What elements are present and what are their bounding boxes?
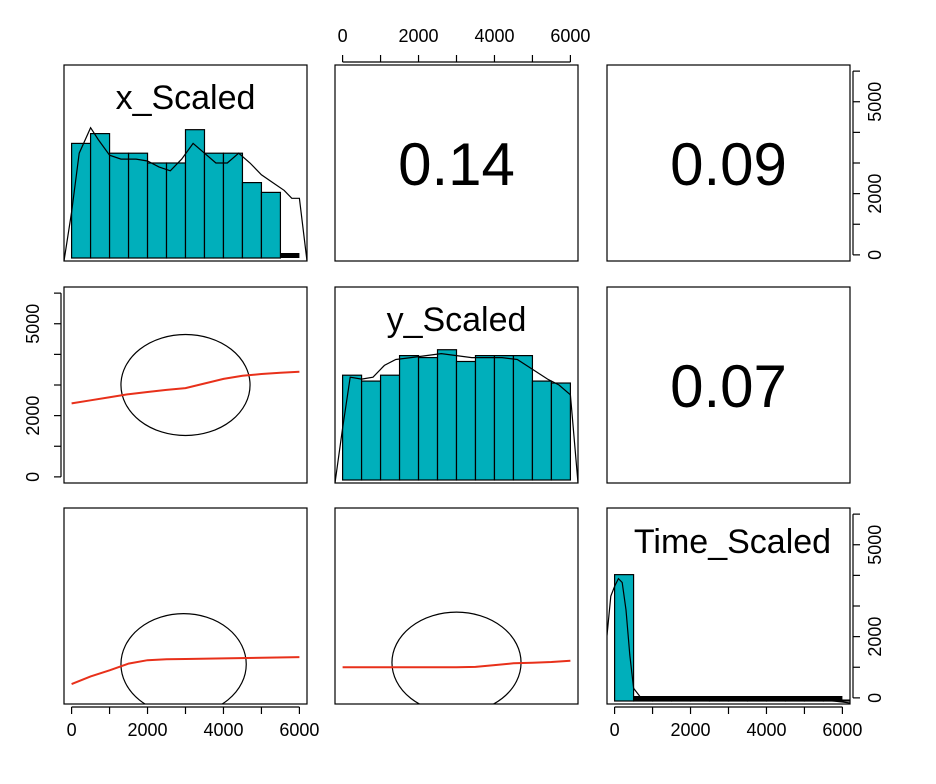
hist-bar-Time_Scaled-12 xyxy=(841,699,850,702)
correlation-value: 0.14 xyxy=(398,131,515,198)
correlation-ellipse xyxy=(391,611,522,704)
panel-content xyxy=(607,574,850,704)
tick-label: 0 xyxy=(610,720,620,740)
panel-r1-c1: y_Scaled xyxy=(334,286,579,484)
hist-bar-Time_Scaled-9 xyxy=(784,699,806,702)
panel-r0-c1: 0.14 xyxy=(334,64,579,262)
hist-bar-y_Scaled-7 xyxy=(474,355,496,481)
left-axis-row1: 0 2000 5000 xyxy=(23,292,62,482)
panel-frame xyxy=(63,64,308,262)
tick-label: 2000 xyxy=(671,720,711,740)
hist-bar-y_Scaled-9 xyxy=(512,355,534,481)
smooth-line xyxy=(71,370,300,405)
tick-label: 0 xyxy=(865,250,885,260)
tick-label: 6000 xyxy=(550,26,590,46)
density-curve-y_Scaled xyxy=(335,352,578,483)
correlation-value: 0.09 xyxy=(670,131,787,198)
correlation-value: 0.07 xyxy=(670,353,787,420)
tick-label: 2000 xyxy=(865,617,885,657)
hist-bar-x_Scaled-10 xyxy=(260,191,282,259)
panel-frame xyxy=(334,507,579,705)
variable-label: y_Scaled xyxy=(387,301,527,339)
tick-label: 2000 xyxy=(865,174,885,214)
panel-r0-c0: x_Scaled xyxy=(63,64,308,262)
bottom-axis-col2: 0 2000 4000 6000 xyxy=(610,706,862,740)
correlation-ellipse xyxy=(120,333,251,437)
hist-bar-y_Scaled-1 xyxy=(360,380,382,481)
panel-frame xyxy=(606,64,851,262)
tick-label: 4000 xyxy=(474,26,514,46)
hist-bar-Time_Scaled-0 xyxy=(613,574,635,702)
tick-label: 0 xyxy=(67,720,77,740)
hist-bar-x_Scaled-4 xyxy=(146,162,168,259)
hist-bar-x_Scaled-7 xyxy=(203,152,225,259)
panel-content xyxy=(342,611,571,704)
hist-bar-y_Scaled-6 xyxy=(455,360,477,481)
density-curve-x_Scaled xyxy=(64,126,307,261)
tick-label: 2000 xyxy=(399,26,439,46)
right-axis-row0: 0 2000 5000 xyxy=(852,70,885,260)
panel-r1-c2: 0.07 xyxy=(606,286,851,484)
hist-bar-Time_Scaled-1 xyxy=(632,699,654,702)
smooth-line xyxy=(71,656,300,686)
hist-bar-y_Scaled-10 xyxy=(531,380,553,481)
variable-label: Time_Scaled xyxy=(634,523,831,561)
density-curve-Time_Scaled xyxy=(607,577,850,704)
correlation-ellipse xyxy=(120,613,247,704)
panel-frame xyxy=(334,64,579,262)
rug-Time_Scaled xyxy=(614,696,843,701)
panel-content xyxy=(71,613,300,704)
tick-label: 0 xyxy=(338,26,348,46)
tick-label: 4000 xyxy=(746,720,786,740)
hist-bar-y_Scaled-5 xyxy=(436,349,458,481)
panel-frame xyxy=(606,286,851,484)
tick-label: 5000 xyxy=(23,304,43,344)
panel-content xyxy=(335,349,578,483)
panel-r2-c1 xyxy=(334,507,579,705)
hist-bar-y_Scaled-11 xyxy=(550,382,572,481)
tick-label: 4000 xyxy=(203,720,243,740)
hist-bar-x_Scaled-9 xyxy=(241,182,263,259)
right-axis-row2: 0 2000 5000 xyxy=(852,513,885,703)
tick-label: 6000 xyxy=(279,720,319,740)
panel-frame xyxy=(63,286,308,484)
tick-label: 6000 xyxy=(822,720,862,740)
panel-content xyxy=(71,333,300,437)
panel-r2-c2: Time_Scaled xyxy=(606,507,851,705)
hist-bar-x_Scaled-0 xyxy=(70,142,92,259)
panel-frame xyxy=(334,286,579,484)
panel-frame xyxy=(606,507,851,705)
hist-bar-x_Scaled-1 xyxy=(89,133,111,259)
panel-frame xyxy=(63,507,308,705)
panel-r1-c0 xyxy=(63,286,308,484)
panel-r0-c2: 0.09 xyxy=(606,64,851,262)
hist-bar-x_Scaled-3 xyxy=(127,152,149,259)
tick-label: 2000 xyxy=(23,396,43,436)
tick-label: 0 xyxy=(23,472,43,482)
hist-bar-x_Scaled-2 xyxy=(108,152,130,259)
panel-content xyxy=(64,126,307,261)
tick-label: 5000 xyxy=(865,525,885,565)
top-axis-col1: 0 2000 4000 6000 xyxy=(338,26,590,63)
hist-bar-y_Scaled-8 xyxy=(493,355,515,481)
bottom-axis-col0: 0 2000 4000 6000 xyxy=(67,706,319,740)
tick-label: 2000 xyxy=(128,720,168,740)
hist-bar-x_Scaled-8 xyxy=(222,152,244,259)
hist-bar-y_Scaled-4 xyxy=(417,356,439,481)
hist-bar-y_Scaled-2 xyxy=(379,374,401,481)
variable-label: x_Scaled xyxy=(116,79,256,117)
tick-label: 5000 xyxy=(865,82,885,122)
hist-bar-y_Scaled-0 xyxy=(341,374,363,481)
tick-label: 0 xyxy=(865,693,885,703)
hist-bar-y_Scaled-3 xyxy=(398,355,420,481)
smooth-line xyxy=(342,659,571,669)
panel-r2-c0 xyxy=(63,507,308,705)
hist-bar-x_Scaled-5 xyxy=(165,162,187,259)
